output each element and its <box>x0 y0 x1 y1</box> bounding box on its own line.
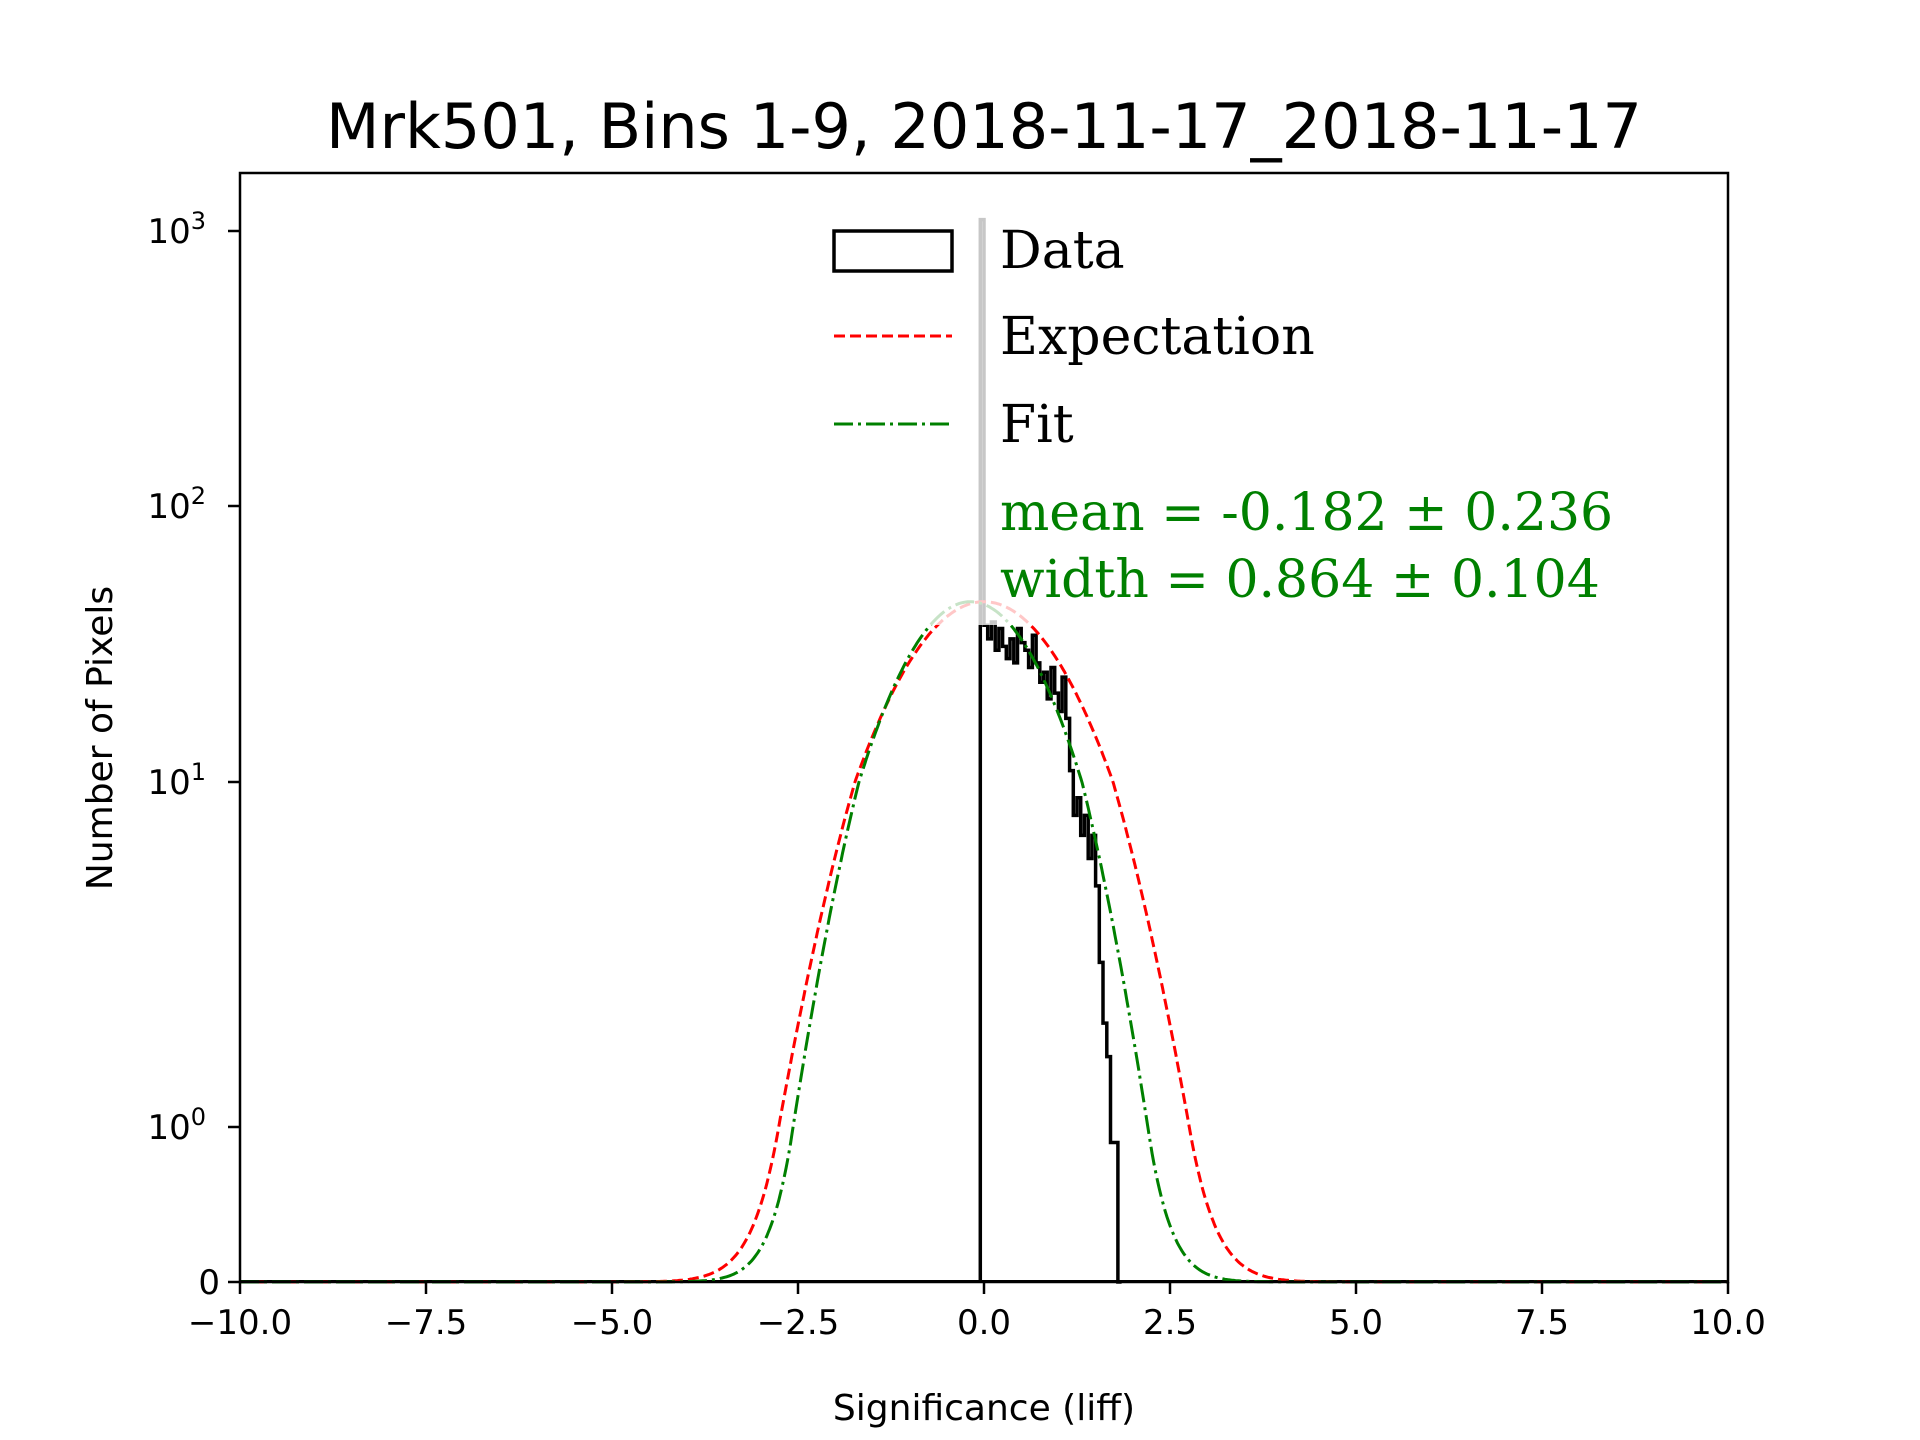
legend-item-fit: Fit <box>834 395 1074 455</box>
legend-data-label: Data <box>1000 221 1125 281</box>
x-tick-label: −5.0 <box>571 1303 654 1343</box>
y-tick-label: 102 <box>147 482 206 527</box>
x-tick-label: −2.5 <box>757 1303 840 1343</box>
y-tick-label: 0 <box>198 1263 220 1303</box>
legend-item-data: Data <box>832 221 1125 281</box>
x-axis: −10.0 −7.5 −5.0 −2.5 0.0 2.5 5.0 7.5 10.0 <box>188 1282 1766 1343</box>
fit-curve <box>240 600 1728 1284</box>
x-tick-label: 10.0 <box>1690 1303 1766 1343</box>
legend: Data Expectation Fit mean = -0.182 ± 0.2… <box>832 221 1613 610</box>
x-tick-label: 2.5 <box>1143 1303 1197 1343</box>
expectation-series <box>240 600 1728 1284</box>
x-tick-label: −7.5 <box>385 1303 468 1343</box>
y-tick-label: 100 <box>147 1103 206 1148</box>
x-tick-label: 0.0 <box>957 1303 1011 1343</box>
legend-expectation-label: Expectation <box>1000 307 1315 367</box>
fit-width-annotation: width = 0.864 ± 0.104 <box>1000 550 1600 610</box>
chart-title: Mrk501, Bins 1-9, 2018-11-17_2018-11-17 <box>326 90 1642 163</box>
y-tick-label: 101 <box>147 758 206 803</box>
legend-fit-label: Fit <box>1000 395 1074 455</box>
legend-box <box>820 215 1700 625</box>
expectation-curve <box>240 600 1728 1284</box>
y-axis-label: Number of Pixels <box>80 586 121 890</box>
x-axis-label: Significance (liff) <box>833 1388 1135 1429</box>
fit-mean-annotation: mean = -0.182 ± 0.236 <box>1000 483 1613 543</box>
data-histogram-step <box>978 217 1122 1284</box>
y-axis: 0 100 101 102 103 <box>147 207 240 1303</box>
x-tick-label: −10.0 <box>188 1303 292 1343</box>
legend-item-expectation: Expectation <box>834 307 1315 367</box>
fit-series <box>240 600 1728 1284</box>
x-tick-label: 5.0 <box>1329 1303 1383 1343</box>
y-tick-label: 103 <box>147 207 206 252</box>
legend-data-swatch <box>832 229 954 273</box>
x-tick-label: 7.5 <box>1515 1303 1569 1343</box>
